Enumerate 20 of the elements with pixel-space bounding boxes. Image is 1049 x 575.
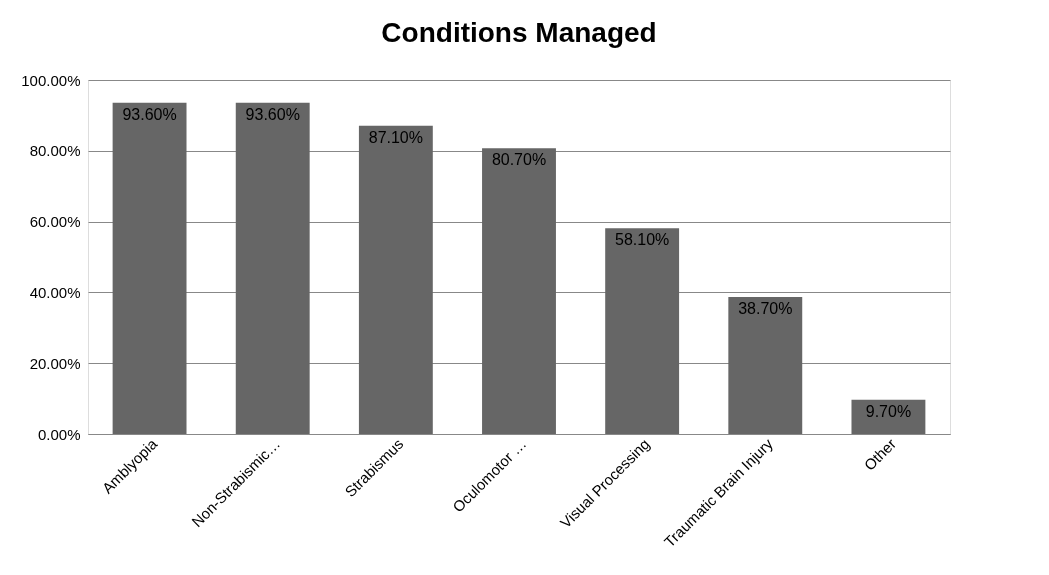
data-label: 9.70% xyxy=(865,402,912,420)
y-tick-label: 100.00% xyxy=(21,71,81,89)
bar xyxy=(358,125,433,434)
bar xyxy=(728,297,803,434)
data-label: 38.70% xyxy=(738,300,793,317)
bar xyxy=(605,228,680,434)
data-label: 87.10% xyxy=(368,128,423,146)
y-tick-label: 60.00% xyxy=(29,213,81,231)
data-label: 93.60% xyxy=(122,105,177,123)
y-tick-label: 80.00% xyxy=(29,142,81,160)
y-tick-label: 40.00% xyxy=(29,283,81,301)
bar xyxy=(482,148,556,434)
chart-title: Conditions Managed xyxy=(381,17,657,48)
data-label: 58.10% xyxy=(615,231,670,249)
y-tick-label: 20.00% xyxy=(29,354,81,372)
bar xyxy=(112,102,187,434)
data-label: 80.70% xyxy=(491,151,547,169)
y-tick-label: 0.00% xyxy=(37,425,81,443)
data-label: 93.60% xyxy=(245,105,300,123)
bar xyxy=(235,102,310,434)
